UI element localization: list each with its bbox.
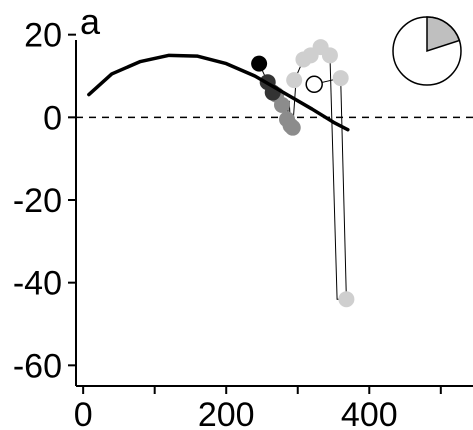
fit-curve [87, 53, 350, 132]
pie-slice [426, 16, 461, 53]
y-tick-label: 0 [43, 99, 62, 137]
data-points [251, 39, 355, 308]
y-tick-label: 20 [24, 17, 62, 55]
data-point [338, 291, 355, 308]
fit-curve-group [87, 53, 350, 132]
panel-label: a [80, 1, 101, 42]
data-point [274, 96, 291, 113]
y-tick-label: -40 [13, 265, 62, 303]
x-tick-label: 400 [341, 396, 398, 430]
inset-pie [392, 16, 462, 86]
data-point [251, 55, 268, 72]
data-point [305, 75, 323, 94]
data-point [332, 70, 349, 87]
y-tick-label: -60 [13, 347, 62, 385]
data-point [284, 119, 301, 136]
x-tick-label: 200 [198, 396, 255, 430]
data-point [321, 47, 338, 64]
data-point [286, 72, 303, 89]
x-tick-label: 0 [74, 396, 93, 430]
y-tick-label: -20 [13, 182, 62, 220]
